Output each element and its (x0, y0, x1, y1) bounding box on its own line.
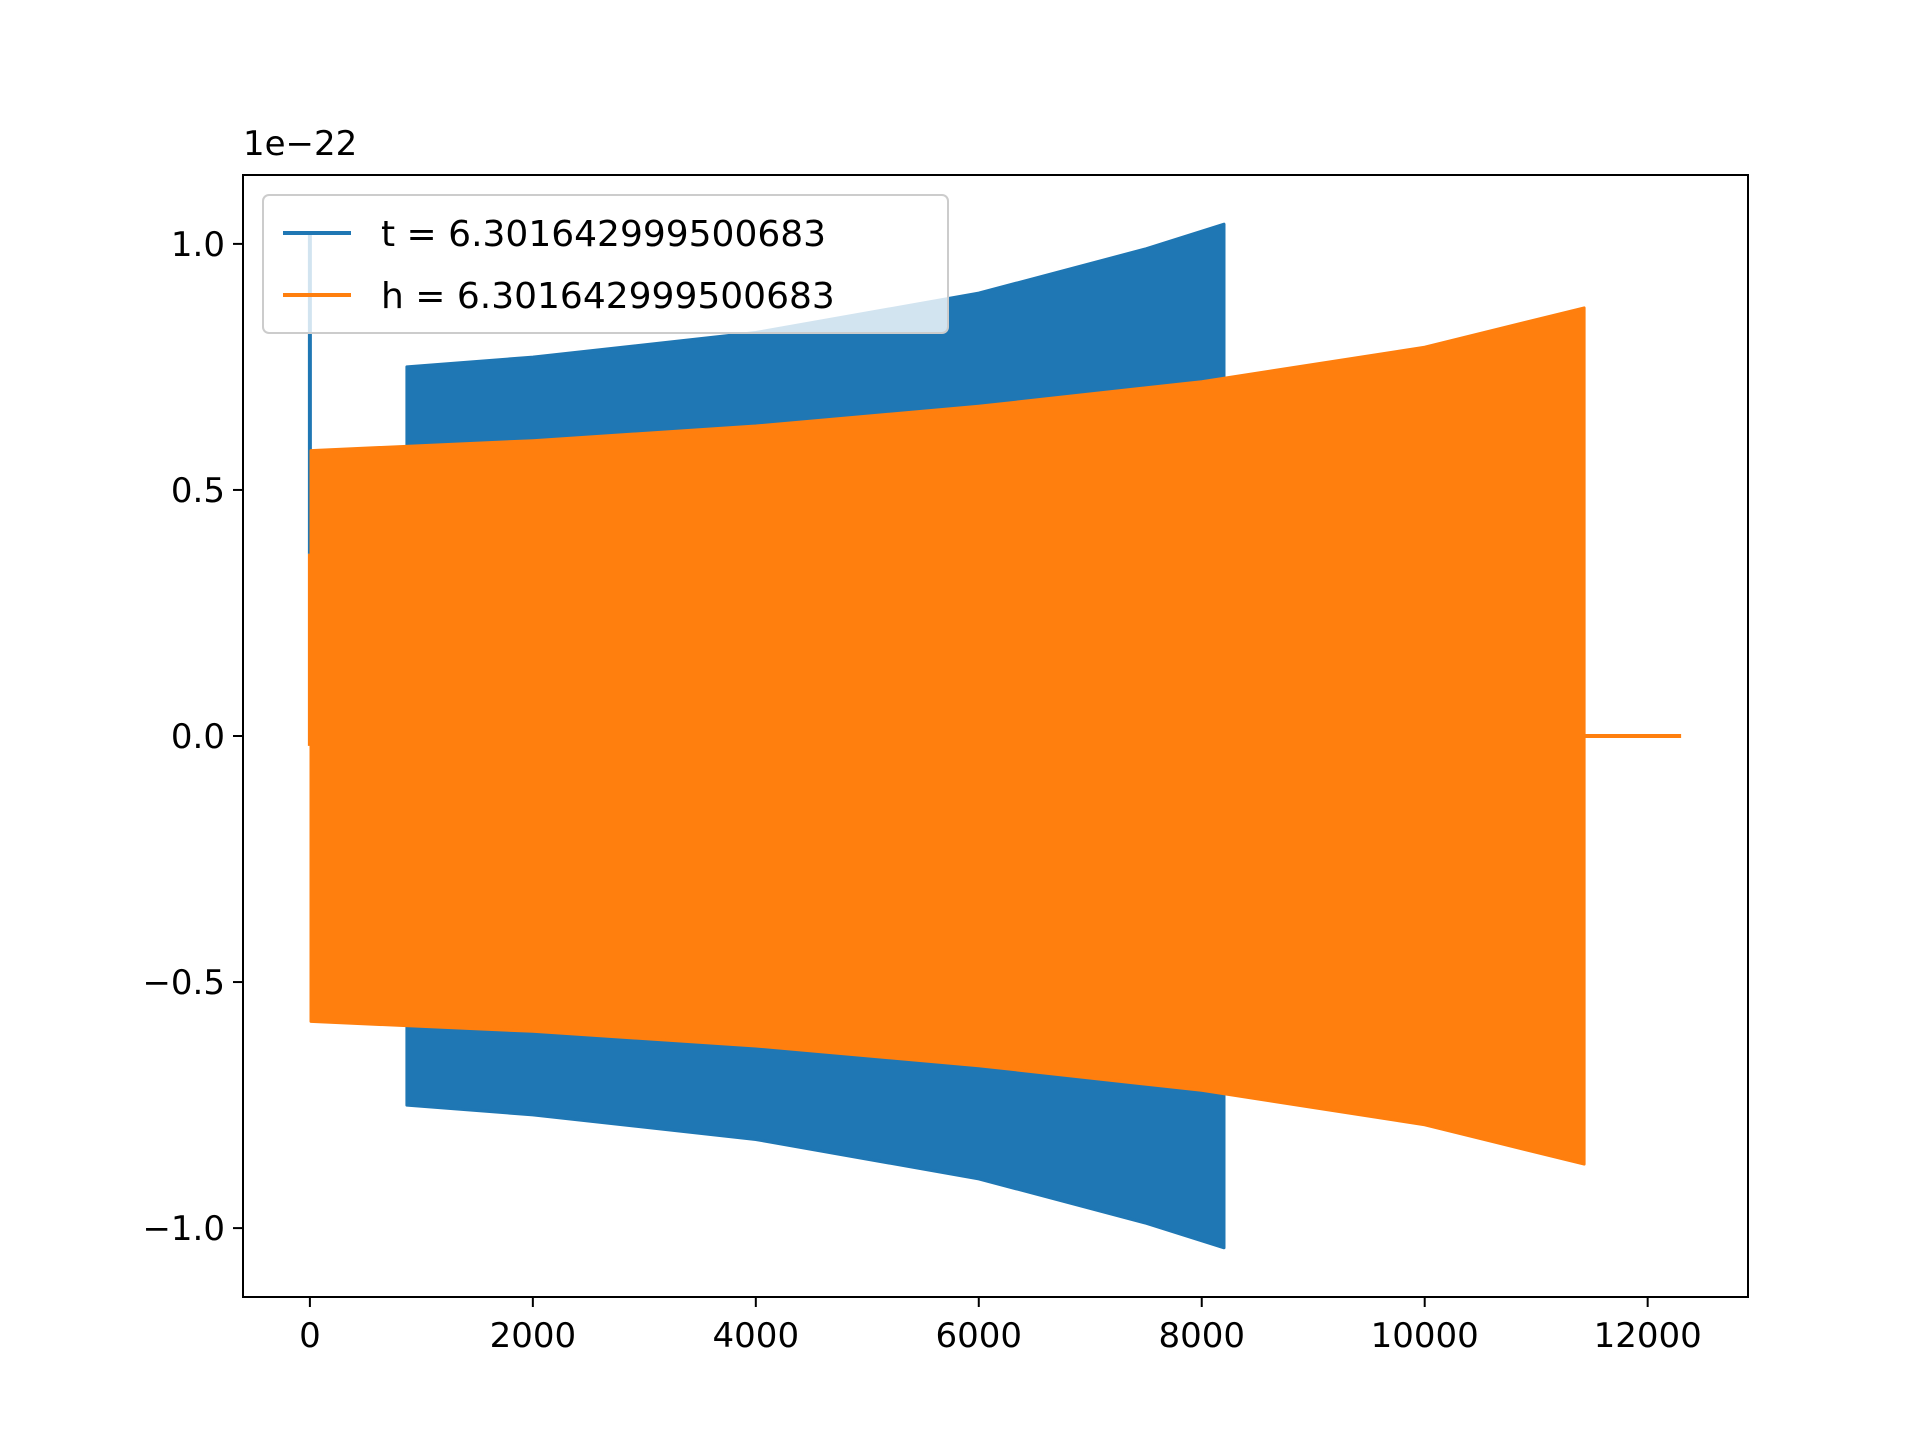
x-tick-label: 12000 (1594, 1316, 1702, 1356)
legend-label-t: t = 6.301642999500683 (381, 214, 826, 255)
x-tick-label: 4000 (713, 1316, 800, 1356)
h-series-envelope (309, 306, 1586, 1166)
legend-box (262, 194, 949, 334)
y-tick-label: 0.0 (171, 717, 225, 757)
x-tick-label: 10000 (1371, 1316, 1479, 1356)
plot-area (307, 222, 1682, 1250)
y-tick-label: 0.5 (171, 471, 225, 511)
axes: 0 2000 4000 6000 8000 10000 12000 1.0 0.5 0.0 −0.5… (142, 174, 1749, 1356)
x-tick-label: 2000 (490, 1316, 577, 1356)
x-tick-label: 0 (299, 1316, 321, 1356)
x-tick-label: 6000 (936, 1316, 1023, 1356)
y-offset-label: 1e−22 (243, 124, 357, 164)
y-tick-label: −0.5 (142, 963, 225, 1003)
legend-label-h: h = 6.301642999500683 (381, 276, 835, 317)
legend: t = 6.301642999500683 h = 6.3016429995006… (262, 194, 949, 334)
series-group (307, 222, 1682, 1250)
y-tick-label: 1.0 (171, 225, 225, 265)
x-tick-label: 8000 (1158, 1316, 1245, 1356)
y-tick-label: −1.0 (142, 1209, 225, 1249)
